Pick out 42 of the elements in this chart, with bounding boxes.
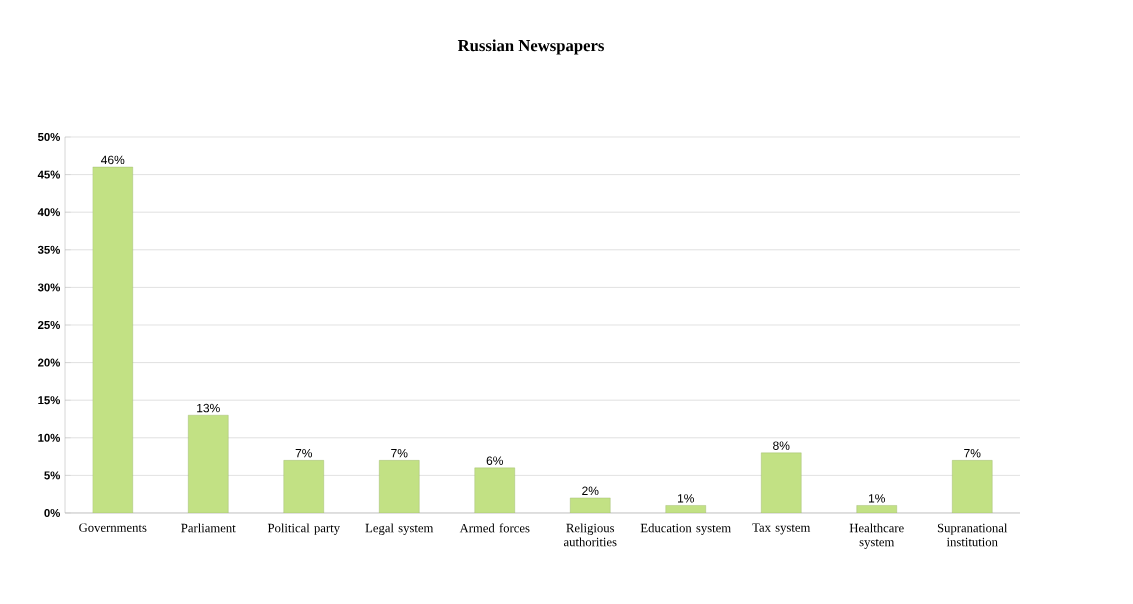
data-label: 6% — [486, 456, 503, 465]
bar — [474, 467, 515, 513]
bar — [761, 452, 802, 513]
bar — [665, 505, 706, 513]
y-tick-label: 40% — [37, 208, 61, 217]
data-label: 7% — [391, 449, 408, 458]
y-tick-label: 10% — [38, 433, 61, 442]
x-tick-label: Healthcare system — [849, 523, 904, 549]
bar — [952, 460, 993, 513]
data-label: 8% — [773, 441, 790, 450]
bar — [856, 505, 897, 513]
data-label: 46% — [101, 155, 125, 165]
bar — [283, 460, 324, 513]
data-label: 2% — [582, 486, 599, 496]
bar — [379, 460, 420, 513]
y-tick-label: 50% — [37, 132, 61, 141]
x-tick-label: Religious authorities — [563, 523, 617, 547]
chart-title: Russian Newspapers — [457, 39, 604, 55]
bar — [188, 415, 229, 513]
data-label: 13% — [197, 403, 220, 413]
y-tick-label: 25% — [38, 320, 61, 329]
bar — [570, 497, 611, 513]
x-tick-label: Governments — [79, 523, 147, 532]
x-tick-label: Armed forces — [459, 523, 530, 533]
y-tick-label: 45% — [37, 170, 61, 179]
data-label: 1% — [678, 494, 694, 503]
y-tick-label: 20% — [38, 358, 61, 367]
bar — [92, 166, 133, 513]
x-tick-label: Tax system — [752, 523, 811, 535]
x-tick-label: Parliament — [181, 523, 236, 533]
data-label: 1% — [868, 494, 885, 503]
x-tick-label: Supranational institution — [937, 523, 1008, 547]
x-tick-label: Political party — [267, 523, 340, 535]
y-tick-label: 30% — [37, 283, 61, 292]
y-tick-label: 15% — [38, 396, 61, 405]
data-label: 7% — [964, 449, 981, 458]
data-label: 7% — [295, 449, 312, 458]
y-tick-label: 35% — [37, 245, 61, 254]
x-tick-label: Education system — [640, 523, 731, 535]
y-tick-label: 5% — [44, 471, 61, 480]
y-tick-label: 0% — [44, 508, 61, 517]
x-tick-label: Legal system — [365, 523, 434, 535]
